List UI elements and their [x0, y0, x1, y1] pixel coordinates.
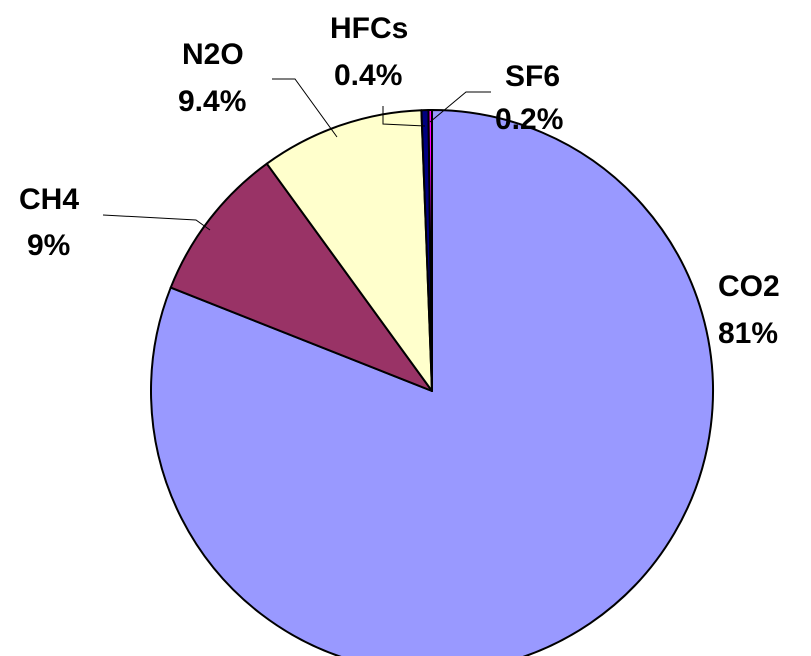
slice-label-co2-name: CO2 — [718, 270, 780, 303]
leader-lines — [102, 78, 491, 231]
slice-label-ch4: CH4 9% — [19, 183, 79, 262]
leader-line-ch4 — [102, 214, 211, 231]
slice-label-co2: CO2 81% — [718, 270, 780, 350]
pie-slice-ch4 — [169, 162, 433, 392]
slice-label-n2o-value: 9.4% — [178, 85, 246, 118]
slice-label-sf6-value: 0.2% — [495, 103, 563, 136]
leader-line-sf6 — [429, 91, 491, 123]
slice-label-hfcs-value: 0.4% — [334, 59, 402, 92]
slice-label-sf6-name: SF6 — [505, 60, 560, 93]
leader-line-n2o — [272, 78, 338, 138]
slice-label-n2o-name: N2O — [182, 38, 244, 71]
pie-slices — [150, 108, 714, 656]
pie-slice-sf6 — [427, 108, 433, 392]
slice-label-sf6: SF6 0.2% — [495, 60, 563, 136]
leader-line-hfcs — [382, 106, 426, 127]
slice-label-ch4-name: CH4 — [19, 183, 79, 216]
slice-label-co2-value: 81% — [718, 317, 778, 350]
slice-label-hfcs: HFCs 0.4% — [330, 12, 408, 92]
slice-label-n2o: N2O 9.4% — [178, 38, 246, 118]
slice-label-hfcs-name: HFCs — [330, 12, 408, 45]
pie-slice-n2o — [265, 109, 433, 392]
slice-label-ch4-value: 9% — [27, 229, 70, 262]
